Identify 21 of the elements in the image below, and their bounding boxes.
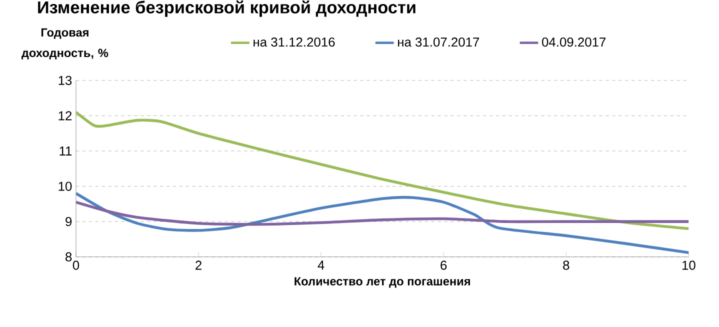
x-tick-label: 10 xyxy=(682,260,696,270)
y-tick-label: 10 xyxy=(58,182,72,191)
line-series xyxy=(76,110,689,230)
y-axis-title: Годовая доходность, % xyxy=(22,28,108,60)
legend-label: на 31.07.2017 xyxy=(398,38,480,47)
x-tick-label: 8 xyxy=(563,260,570,270)
x-tick-label: 6 xyxy=(440,260,447,270)
x-tick-label: 0 xyxy=(72,260,80,270)
legend-label: 04.09.2017 xyxy=(542,38,606,47)
chart-title: Изменение безрисковой кривой доходности xyxy=(38,0,416,17)
legend-label: на 31.12.2016 xyxy=(254,38,335,47)
y-tick-label: 11 xyxy=(60,146,72,156)
y-tick-label: 13 xyxy=(58,76,72,86)
y-tick-label: 8 xyxy=(66,252,72,262)
y-tick-label: 9 xyxy=(66,217,72,226)
x-axis-title: Количество лет до погашения xyxy=(294,277,470,288)
x-tick-label: 4 xyxy=(318,260,324,270)
y-tick-label: 12 xyxy=(58,111,72,120)
line-series xyxy=(76,200,689,226)
line-series xyxy=(76,192,689,254)
x-tick-label: 2 xyxy=(196,260,202,270)
